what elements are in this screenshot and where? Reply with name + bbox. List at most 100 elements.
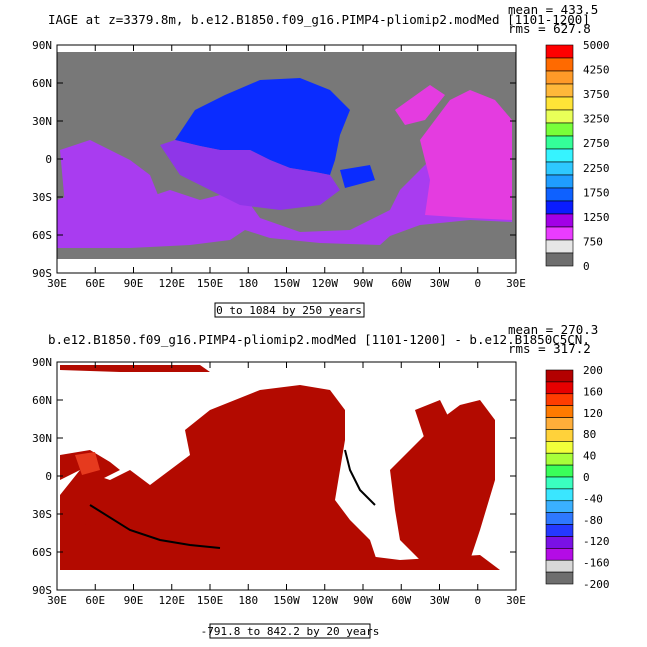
colorbar-label: 200 — [583, 364, 603, 377]
colorbar-label: 0 — [583, 260, 590, 273]
colorbar-swatch — [545, 57, 574, 72]
arabian-sea-light-red — [75, 452, 100, 475]
colorbar-swatch — [545, 44, 574, 59]
colorbar-swatch — [545, 70, 574, 85]
range-label-top: 0 to 1084 by 250 years — [216, 304, 362, 317]
colorbar-label: 1750 — [583, 186, 610, 199]
colorbar-swatch — [545, 96, 574, 111]
antarctica — [57, 252, 516, 259]
colorbar-label: 160 — [583, 385, 603, 398]
colorbar-swatch — [545, 559, 574, 573]
map-top-axes: 30E 60E 90E 120E 150E 180 150W 120W 90W 60W 30W 0 30… — [32, 39, 526, 290]
y-tick-label: 0 — [45, 470, 52, 483]
colorbar-swatch — [545, 548, 574, 561]
colorbar-label: 750 — [583, 235, 603, 248]
x-tick-label: 30W — [430, 277, 450, 290]
colorbar-swatch — [545, 187, 574, 202]
colorbar-label: 1250 — [583, 211, 610, 224]
x-tick-label: 60W — [391, 594, 411, 607]
x-tick-label: 90W — [353, 277, 373, 290]
colorbar-swatch — [545, 441, 574, 454]
colorbar-swatch — [545, 464, 574, 478]
x-tick-label: 30E — [506, 594, 526, 607]
colorbar-top: 5000 4250 3750 3250 2750 2250 1750 1250 750 0 — [545, 39, 610, 273]
colorbar-swatch — [545, 476, 574, 490]
x-tick-label: 120E — [159, 594, 186, 607]
colorbar-swatch — [545, 200, 574, 215]
panel-bottom-title: b.e12.B1850.f09_g16.PIMP4-pliomip2.modMe… — [48, 332, 590, 347]
y-tick-label: 30N — [32, 115, 52, 128]
panel-top: IAGE at z=3379.8m, b.e12.B1850.f09_g16.P… — [32, 2, 610, 318]
x-tick-label: 60E — [85, 277, 105, 290]
range-box-top — [214, 302, 365, 318]
colorbar-label: 2250 — [583, 162, 610, 175]
southern-ocean-purple — [57, 140, 512, 248]
colorbar-swatch — [545, 83, 574, 98]
x-tick-label: 120E — [159, 277, 186, 290]
north-atlantic-red — [415, 400, 450, 440]
east-pacific-blue — [340, 165, 375, 188]
x-tick-label: 150E — [197, 277, 224, 290]
y-tick-label: 90N — [32, 356, 52, 369]
x-tick-label: 30E — [47, 277, 67, 290]
map-bottom — [56, 361, 517, 591]
x-tick-label: 150E — [197, 594, 224, 607]
colorbar-swatch — [545, 417, 574, 430]
x-tick-label: 0 — [474, 277, 481, 290]
x-tick-label: 150W — [273, 594, 300, 607]
x-tick-label: 60W — [391, 277, 411, 290]
range-label-bottom: -791.8 to 842.2 by 20 years — [201, 625, 380, 638]
colorbar-label: -120 — [583, 535, 610, 548]
colorbar-label: 80 — [583, 428, 596, 441]
x-tick-label: 30W — [430, 594, 450, 607]
y-tick-label: 60N — [32, 394, 52, 407]
colorbar-swatch — [545, 381, 574, 395]
y-tick-label: 60N — [32, 77, 52, 90]
colorbar-label: 5000 — [583, 39, 610, 52]
y-tick-label: 90N — [32, 39, 52, 52]
indian-ocean-purple — [60, 140, 160, 215]
x-tick-label: 120W — [312, 277, 339, 290]
x-tick-label: 180 — [238, 277, 258, 290]
colorbar-label: 40 — [583, 450, 596, 463]
colorbar-swatch — [545, 500, 574, 513]
y-tick-label: 0 — [45, 153, 52, 166]
colorbar-swatch — [545, 524, 574, 537]
colorbar-swatch — [545, 252, 574, 267]
map-top — [56, 44, 517, 274]
pacific-violet — [160, 140, 340, 210]
colorbar-label: -80 — [583, 514, 603, 527]
colorbar-swatch — [545, 405, 574, 418]
colorbar-label: 0 — [583, 471, 590, 484]
y-tick-label: 90S — [32, 584, 52, 597]
colorbar-swatch — [545, 226, 574, 241]
north-atlantic-magenta — [395, 85, 445, 125]
colorbar-swatch — [545, 135, 574, 150]
colorbar-label: 2750 — [583, 137, 610, 150]
contour-east-pacific — [344, 449, 376, 506]
panel-bottom-rms: rms = 317.2 — [508, 341, 591, 356]
panel-bottom: b.e12.B1850.f09_g16.PIMP4-pliomip2.modMe… — [32, 322, 610, 639]
x-tick-label: 150W — [273, 277, 300, 290]
colorbar-swatch — [545, 122, 574, 137]
colorbar-swatch — [545, 536, 574, 549]
colorbar-label: 120 — [583, 407, 603, 420]
colorbar-swatch — [545, 393, 574, 406]
panel-bottom-mean: mean = 270.3 — [508, 322, 598, 337]
colorbar-swatch — [545, 512, 574, 525]
southern-ocean-red — [60, 520, 500, 570]
colorbar-swatch — [545, 148, 574, 163]
colorbar-swatch — [545, 109, 574, 124]
range-box-bottom — [209, 623, 371, 639]
colorbar-label: -200 — [583, 578, 610, 591]
contour-south-indian — [89, 504, 221, 549]
colorbar-swatch — [545, 429, 574, 442]
panel-top-rms: rms = 627.8 — [508, 21, 591, 36]
panel-top-mean: mean = 433.5 — [508, 2, 598, 17]
colorbar-label: 3750 — [583, 88, 610, 101]
colorbar-swatch — [545, 571, 574, 585]
x-tick-label: 120W — [312, 594, 339, 607]
atlantic-red — [390, 400, 495, 560]
x-tick-label: 90W — [353, 594, 373, 607]
colorbar-swatch — [545, 488, 574, 502]
